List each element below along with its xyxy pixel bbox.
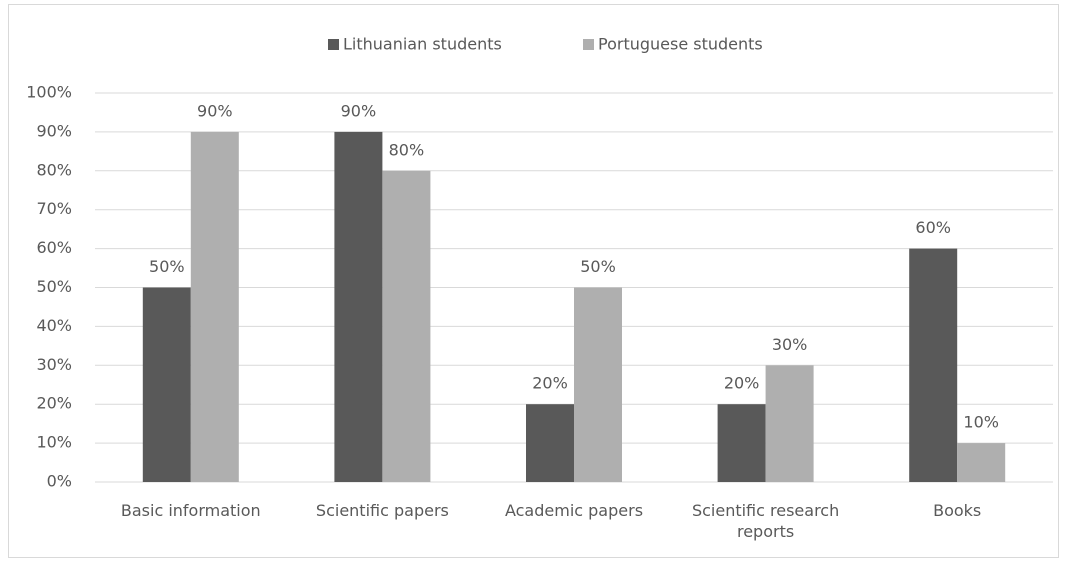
y-tick-label: 20% [36, 394, 72, 413]
legend-label: Lithuanian students [343, 35, 502, 54]
data-label: 10% [963, 413, 999, 432]
bar [909, 248, 958, 482]
legend-swatch [328, 39, 339, 50]
bar [717, 404, 766, 482]
data-label: 30% [772, 335, 808, 354]
y-tick-label: 40% [36, 316, 72, 335]
data-label: 20% [724, 374, 760, 393]
legend-swatch [583, 39, 594, 50]
y-tick-label: 90% [36, 121, 72, 140]
y-tick-label: 30% [36, 355, 72, 374]
y-tick-label: 10% [36, 433, 72, 452]
x-tick-label: Basic information [120, 501, 261, 520]
bar [334, 131, 383, 482]
x-tick-label: Scientific papers [315, 501, 449, 520]
data-label: 90% [341, 101, 377, 120]
bar [382, 170, 431, 483]
legend-label: Portuguese students [598, 35, 763, 54]
x-tick-label: Books [933, 501, 982, 520]
y-tick-label: 100% [26, 83, 72, 102]
data-label: 60% [915, 218, 951, 237]
bar [574, 287, 622, 482]
y-tick-label: 80% [36, 160, 72, 179]
data-label: 50% [580, 257, 616, 276]
bar [957, 443, 1006, 482]
bar [190, 131, 239, 482]
y-tick-label: 60% [36, 238, 72, 257]
y-tick-label: 0% [47, 472, 72, 491]
data-label: 80% [389, 140, 425, 159]
bar [526, 404, 574, 482]
data-label: 90% [197, 101, 233, 120]
data-label: 50% [149, 257, 185, 276]
y-tick-label: 70% [36, 199, 72, 218]
bar [142, 287, 191, 482]
x-tick-label: Scientific research reports [691, 501, 840, 541]
y-tick-label: 50% [36, 277, 72, 296]
data-label: 20% [532, 374, 568, 393]
bar [765, 365, 814, 482]
x-tick-label: Academic papers [504, 501, 644, 520]
